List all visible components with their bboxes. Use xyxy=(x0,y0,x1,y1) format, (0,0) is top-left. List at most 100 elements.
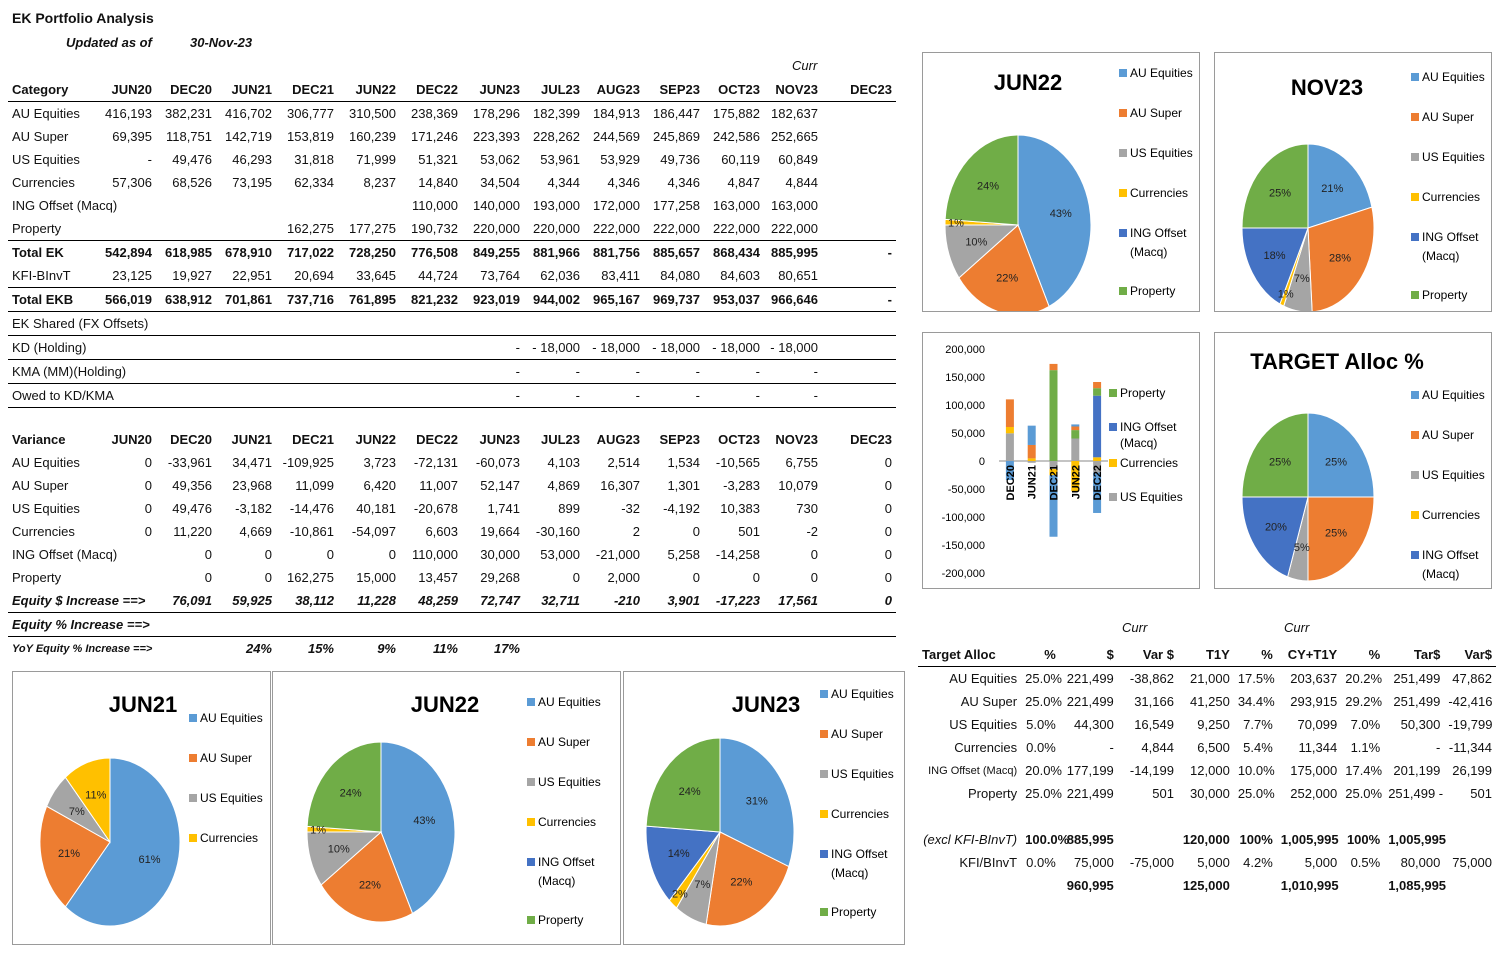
legend-label: ING Offset xyxy=(1422,230,1479,244)
row-label: Equity $ Increase ==> xyxy=(8,589,145,613)
cell-value: 184,913 xyxy=(593,106,640,121)
cell-value: 7.7% xyxy=(1243,717,1273,732)
cell-value: 868,434 xyxy=(713,245,760,260)
cell-value xyxy=(644,612,704,637)
cell-value xyxy=(156,335,216,360)
legend-swatch xyxy=(1119,287,1127,295)
cell-value: -54,097 xyxy=(351,524,396,539)
cell-value: 542,894 xyxy=(105,245,152,260)
cell-value xyxy=(462,311,524,336)
legend-swatch xyxy=(1411,391,1419,399)
legend-swatch xyxy=(820,690,828,698)
legend-label: AU Equities xyxy=(538,695,601,709)
bar-currencies-jun22 xyxy=(1071,461,1080,492)
cell-value xyxy=(156,359,216,384)
cell-value: - xyxy=(822,287,896,312)
table-row: KFI/BInvT 0.0% 75,000 -75,000 5,000 4.2% 5,000… xyxy=(918,851,1496,874)
cell-value: - xyxy=(147,152,152,167)
cell-value: 306,777 xyxy=(287,106,334,121)
cell-value xyxy=(1277,805,1341,828)
cell-value: 76,091 xyxy=(156,589,216,613)
x-tick-label: JUN22 xyxy=(1070,465,1082,499)
cell-value: 0.0% xyxy=(1026,855,1056,870)
cell-value: -3,182 xyxy=(235,501,272,516)
legend-item-property: Property xyxy=(1411,288,1467,302)
cell-value: 25.0% xyxy=(1237,786,1275,801)
curr-label-target-1: Curr xyxy=(1122,620,1148,635)
legend-item-ing-offset-macq: ING Offset (Macq) xyxy=(1411,548,1479,581)
cell-value: 46,293 xyxy=(232,152,272,167)
legend-swatch xyxy=(1411,193,1419,201)
slice-label: 22% xyxy=(359,879,381,891)
legend-item-us-equities: US Equities xyxy=(527,775,601,789)
cell-value: 0.0% xyxy=(1026,740,1056,755)
row-label: (excl KFI-BInvT) xyxy=(923,832,1018,847)
legend-swatch xyxy=(820,810,828,818)
cell-value xyxy=(338,612,400,637)
pie-slice-property xyxy=(1241,412,1309,498)
cell-value: 1,010,995 xyxy=(1280,878,1339,893)
row-label: KFI/BInvT xyxy=(959,855,1018,870)
variance_table-header-jun23: JUN23 xyxy=(479,432,520,447)
slice-label: 25% xyxy=(1269,187,1291,199)
cell-value xyxy=(1234,805,1277,828)
cell-value: 885,657 xyxy=(653,245,700,260)
cell-value: 44,300 xyxy=(1074,717,1114,732)
cell-value xyxy=(338,383,400,408)
legend-label: Property xyxy=(1130,284,1175,298)
cell-value: 251,499 xyxy=(1393,694,1441,709)
cell-value: 60,119 xyxy=(721,152,760,167)
cell-value: 881,966 xyxy=(533,245,580,260)
cell-value: 34.4% xyxy=(1237,694,1275,709)
bar-us-equities-jun21 xyxy=(1027,461,1036,463)
cell-value: 244,569 xyxy=(593,129,640,144)
cell-value: 24% xyxy=(245,641,272,656)
row-label: Property xyxy=(8,217,98,241)
cell-value xyxy=(1118,828,1178,851)
cell-value xyxy=(216,359,276,384)
cell-value: 25.0% xyxy=(1345,786,1383,801)
cell-value xyxy=(822,264,896,288)
cell-value: - xyxy=(644,383,704,408)
variance_table-header-dec22: DEC22 xyxy=(416,432,458,447)
variance_table-header-oct23: OCT23 xyxy=(718,432,760,447)
legend-swatch xyxy=(1411,73,1419,81)
table-row: US Equities 0 49,476 -3,182 -14,476 40,181 -20… xyxy=(8,497,896,520)
cell-value: 221,499 xyxy=(1066,786,1114,801)
slice-label: 61% xyxy=(139,854,161,866)
cell-value: - xyxy=(462,359,524,384)
main_table-header-nov23: NOV23 xyxy=(764,78,822,102)
cell-value: 220,000 xyxy=(524,217,584,241)
legend-label: Currencies xyxy=(1422,190,1480,204)
legend-swatch xyxy=(527,916,535,924)
cell-value: 0 xyxy=(204,570,212,585)
pie-slice-au-super xyxy=(705,831,790,927)
table-row: AU Equities 25.0% 221,499 -38,862 21,000 17.5… xyxy=(918,667,1496,691)
cell-value xyxy=(400,359,462,384)
row-label: AU Equities xyxy=(12,106,80,121)
cell-value: 885,995 xyxy=(1066,832,1114,847)
cell-value: -14,258 xyxy=(715,547,760,562)
legend-swatch xyxy=(1109,459,1117,467)
cell-value: 38,112 xyxy=(276,589,338,613)
variance_table-header-sep23: SEP23 xyxy=(659,432,700,447)
cell-value: 25.0% xyxy=(1025,786,1062,801)
row-label: Currencies xyxy=(12,175,75,190)
cell-value xyxy=(704,637,764,661)
cell-value: 80,000 xyxy=(1400,855,1441,870)
legend-swatch xyxy=(1411,511,1419,519)
cell-value xyxy=(400,311,462,336)
cell-value: 20,694 xyxy=(276,264,338,288)
slice-label: 7% xyxy=(69,806,85,818)
chart-title: JUN22 xyxy=(994,70,1062,95)
updated-date: 30-Nov-23 xyxy=(190,35,253,50)
cell-value xyxy=(98,359,156,384)
cell-value: 178,296 xyxy=(473,106,520,121)
cell-value: 17.5% xyxy=(1237,671,1275,686)
legend-item-property: Property xyxy=(527,913,583,927)
cell-value: 33,645 xyxy=(338,264,400,288)
chart-title: NOV23 xyxy=(1291,75,1363,100)
legend-swatch xyxy=(1411,431,1419,439)
table-row: US Equities - 49,476 46,293 31,818 71,999 51,3… xyxy=(8,148,896,171)
slice-label: 21% xyxy=(1321,183,1343,195)
